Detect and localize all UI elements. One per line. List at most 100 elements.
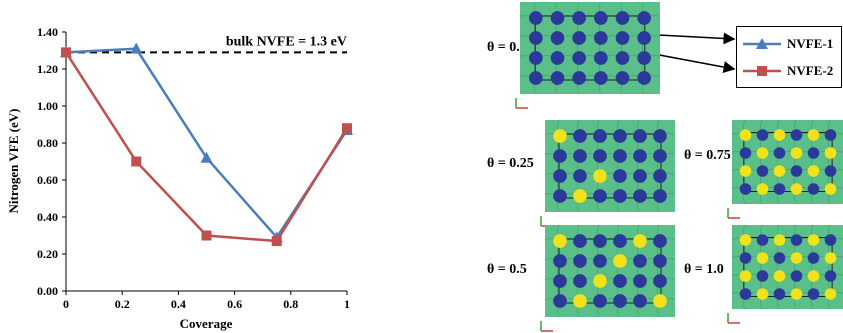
y-tick-label: 0.00: [37, 284, 58, 298]
nitrogen-atom: [807, 183, 820, 195]
coverage-label: θ = 0.75: [684, 148, 731, 163]
data-point: [130, 42, 143, 54]
nitrogen-atom: [613, 149, 627, 163]
nitrogen-atom: [756, 165, 769, 177]
dopant-atom: [573, 294, 587, 308]
surface-slab-image: [520, 2, 660, 94]
legend-item-nvfe-2: NVFE-2: [737, 60, 841, 82]
nitrogen-atom: [550, 51, 565, 65]
nitrogen-atom: [573, 169, 587, 183]
nitrogen-atom: [593, 189, 607, 203]
nitrogen-atom: [593, 254, 607, 268]
y-tick-label: 0.60: [37, 173, 58, 187]
x-ticks: 0 0.2 0.4 0.6 0.8 1: [63, 291, 350, 311]
bulk-reference-label: bulk NVFE = 1.3 eV: [226, 34, 347, 49]
nitrogen-atom: [529, 71, 543, 85]
nitrogen-atom: [593, 129, 607, 143]
nitrogen-atom: [550, 71, 565, 85]
dopant-atom: [773, 129, 786, 141]
nitrogen-atom: [573, 129, 587, 143]
nitrogen-atom: [550, 11, 565, 25]
dopant-atom: [773, 165, 786, 177]
nitrogen-atom: [613, 129, 627, 143]
nitrogen-atom: [653, 129, 667, 143]
unit-cell-outline: [558, 238, 662, 304]
dopant-atom: [807, 234, 820, 246]
y-tick-label: 0.20: [37, 247, 58, 261]
dopant-atom: [824, 147, 837, 159]
nitrogen-atom: [572, 11, 586, 25]
dopant-atom: [807, 165, 820, 177]
nitrogen-atom: [613, 189, 627, 203]
nitrogen-atom: [573, 234, 587, 248]
dopant-atom: [613, 254, 627, 268]
x-tick-label: 0: [63, 297, 69, 311]
series-nvfe-2: [61, 47, 352, 247]
dopant-atom: [790, 288, 803, 300]
nitrogen-atom: [739, 252, 752, 264]
nitrogen-atom: [807, 147, 820, 159]
nitrogen-atom: [633, 189, 647, 203]
nitrogen-atom: [773, 288, 786, 300]
surface-slab-image: [732, 225, 843, 309]
y-tick-label: 0.40: [37, 210, 58, 224]
x-axis-title: Coverage: [180, 316, 233, 331]
nitrogen-atom: [637, 71, 651, 85]
dopant-atom: [633, 234, 647, 248]
y-ticks: 0.00 0.20 0.40 0.60 0.80 1.00 1.20 1.40: [37, 25, 66, 298]
dopant-atom: [553, 129, 567, 143]
nitrogen-atom: [615, 71, 630, 85]
nitrogen-atom: [653, 169, 667, 183]
coverage-label: θ = 0.25: [487, 156, 534, 171]
nitrogen-atom: [773, 252, 786, 264]
dopant-atom: [653, 294, 667, 308]
y-tick-label: 1.20: [37, 62, 58, 76]
nitrogen-atom: [790, 234, 803, 246]
nitrogen-atom: [824, 234, 837, 246]
series-line: [64, 51, 349, 243]
nitrogen-atom: [553, 189, 567, 203]
nitrogen-atom: [573, 254, 587, 268]
nitrogen-atom: [824, 165, 837, 177]
nitrogen-atom: [756, 234, 769, 246]
series-line: [65, 47, 349, 240]
nitrogen-atom: [594, 51, 608, 65]
nitrogen-atom: [790, 165, 803, 177]
nitrogen-atom: [633, 254, 647, 268]
dopant-atom: [739, 129, 752, 141]
y-axis-title: Nitrogen VFE (eV): [6, 109, 21, 214]
nitrogen-atom: [739, 288, 752, 300]
axis-orientation-icon: [727, 208, 740, 219]
legend-square-line-icon: [743, 66, 781, 76]
dopant-atom: [807, 129, 820, 141]
nitrogen-atom: [553, 169, 567, 183]
dopant-atom: [790, 147, 803, 159]
nitrogen-atom: [633, 129, 647, 143]
nitrogen-atom: [613, 234, 627, 248]
nitrogen-atom: [633, 149, 647, 163]
x-tick-label: 0.4: [171, 297, 186, 311]
surface-slab-image: [545, 120, 675, 212]
nitrogen-atom: [790, 270, 803, 282]
dopant-atom: [593, 169, 607, 183]
nitrogen-atom: [633, 294, 647, 308]
nitrogen-atom: [637, 31, 651, 45]
nitrogen-atom: [594, 71, 608, 85]
unit-cell-outline: [534, 15, 646, 81]
series-layer: [60, 42, 353, 247]
nitrogen-atom: [653, 189, 667, 203]
nitrogen-atom: [529, 31, 543, 45]
nitrogen-atom: [739, 183, 752, 195]
data-point: [201, 230, 212, 241]
x-tick-label: 0.6: [227, 297, 242, 311]
dopant-atom: [573, 189, 587, 203]
surface-slab-image: [545, 225, 675, 317]
nitrogen-atom: [594, 31, 608, 45]
dopant-atom: [824, 288, 837, 300]
nitrogen-atom: [572, 51, 586, 65]
nitrogen-atom: [613, 169, 627, 183]
nitrogen-atom: [615, 31, 630, 45]
coverage-label: θ = 0.0: [487, 40, 527, 55]
nitrogen-atom: [529, 11, 543, 25]
